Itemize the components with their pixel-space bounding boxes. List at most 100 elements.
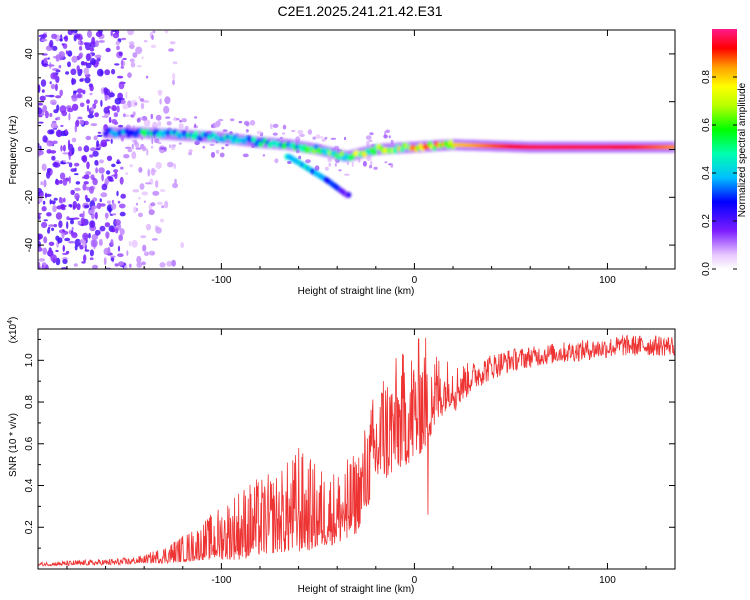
- spectrogram-noise-cell: [125, 91, 128, 100]
- spectrogram-noise-cell: [100, 99, 103, 107]
- spectrogram-noise-cell: [133, 206, 137, 214]
- spectrogram-noise-cell: [181, 118, 187, 123]
- spectrogram-ridge-cell: [251, 136, 257, 143]
- spectrogram-noise-cell: [147, 168, 151, 177]
- spectrogram-noise-cell: [114, 63, 120, 66]
- spectrogram-noise-cell: [117, 200, 121, 204]
- spectrogram-noise-cell: [172, 182, 179, 189]
- spectrogram-noise-cell: [172, 61, 178, 65]
- spectrogram-noise-cell: [112, 213, 117, 216]
- spectrogram-noise-cell: [41, 89, 45, 93]
- spectrogram-noise-cell: [110, 256, 115, 262]
- spectrogram-noise-cell: [131, 239, 138, 248]
- spectrogram-noise-cell: [173, 116, 176, 122]
- spectrogram-noise-cell: [93, 135, 98, 141]
- spectrogram-noise-cell: [87, 209, 95, 215]
- spectrogram-noise-cell: [74, 162, 80, 167]
- spectrogram-noise-cell: [71, 94, 78, 102]
- spectrogram-noise-cell: [169, 41, 176, 45]
- spectrogram-noise-cell: [89, 154, 94, 158]
- spectrogram-noise-cell: [145, 223, 152, 231]
- spectrogram-noise-cell: [101, 115, 109, 118]
- spectrogram-noise-cell: [77, 146, 82, 152]
- spectrogram-noise-cell: [119, 228, 125, 236]
- spectrogram-noise-cell: [48, 94, 55, 98]
- spectrogram-noise-cell: [120, 59, 124, 67]
- spectrogram-noise-cell: [62, 144, 66, 152]
- spectrogram-noise-cell: [123, 154, 130, 159]
- spectrogram-noise-cell: [76, 203, 81, 211]
- spectrogram-noise-cell: [65, 71, 70, 75]
- spectrogram-noise-cell: [171, 144, 176, 151]
- spectrogram-noise-cell: [44, 110, 49, 119]
- spectrogram-noise-cell: [113, 169, 119, 173]
- spectrogram-noise-cell: [112, 105, 117, 112]
- spectrogram-noise-cell: [58, 51, 65, 59]
- spectrogram-noise-cell: [90, 147, 97, 152]
- spectrogram-noise-cell: [388, 135, 391, 139]
- spectrogram-noise-cell: [132, 111, 136, 116]
- spectrogram-noise-cell: [118, 124, 123, 128]
- colorbar: 0.0 0.2 0.4 0.6 0.8 Normalized spectral ampl…: [701, 29, 748, 276]
- spectrogram-noise-cell: [111, 163, 116, 168]
- spectrogram-noise-cell: [97, 131, 102, 134]
- spectrogram-noise-cell: [98, 40, 105, 43]
- spectrogram-y-tick-label: 20: [24, 96, 35, 108]
- spectrogram-noise-cell: [105, 231, 110, 239]
- spectrogram-noise-cell: [40, 79, 47, 87]
- spectrogram-noise-cell: [194, 116, 198, 119]
- spectrogram-noise-cell: [71, 151, 74, 156]
- spectrogram-noise-cell: [59, 38, 63, 42]
- spectrogram-noise-cell: [188, 149, 193, 153]
- spectrogram-noise-cell: [49, 199, 52, 205]
- spectrogram-noise-cell: [56, 205, 63, 210]
- spectrogram-noise-cell: [155, 161, 162, 170]
- spectrogram-noise-cell: [225, 143, 229, 147]
- spectrogram-noise-cell: [99, 198, 102, 203]
- spectrogram-noise-cell: [319, 136, 324, 139]
- snr-x-tick-label: -100: [211, 575, 231, 586]
- spectrogram-noise-cell: [74, 173, 79, 176]
- spectrogram-noise-cell: [135, 147, 142, 150]
- spectrogram-noise-cell: [141, 56, 144, 60]
- spectrogram-noise-cell: [327, 157, 332, 163]
- spectrogram-noise-cell: [89, 257, 94, 261]
- spectrogram-noise-cell: [77, 220, 82, 226]
- spectrogram-noise-cell: [84, 204, 90, 209]
- spectrogram-noise-cell: [343, 136, 347, 141]
- spectrogram-noise-cell: [58, 197, 64, 204]
- spectrogram-noise-cell: [144, 251, 149, 257]
- spectrogram-noise-cell: [85, 61, 88, 65]
- spectrogram-noise-cell: [42, 200, 46, 205]
- spectrogram-noise-cell: [92, 264, 98, 269]
- spectrogram-noise-cell: [83, 254, 87, 262]
- spectrogram-noise-cell: [89, 186, 94, 194]
- spectrogram-noise-cell: [94, 112, 99, 118]
- spectrogram-noise-cell: [90, 123, 98, 127]
- spectrogram-noise-cell: [138, 212, 143, 218]
- spectrogram-x-axis: -100 0 100: [66, 30, 647, 286]
- spectrogram-noise-cell: [50, 72, 58, 80]
- spectrogram-noise-cell: [81, 261, 86, 264]
- snr-ylabel: SNR (10 * v/v): [8, 413, 19, 477]
- spectrogram-noise-cell: [156, 201, 163, 205]
- spectrogram-noise-cell: [85, 135, 92, 141]
- spectrogram-noise-cell: [71, 55, 78, 63]
- spectrogram-noise-cell: [125, 172, 129, 176]
- colorbar-label: Normalized spectral amplitude: [737, 82, 748, 217]
- spectrogram-noise-cell: [64, 35, 69, 42]
- spectrogram-noise-cell: [96, 140, 100, 148]
- spectrogram-noise-cell: [41, 59, 44, 67]
- spectrogram-noise-cell: [67, 50, 73, 57]
- spectrogram-noise-cell: [62, 178, 68, 186]
- spectrogram-noise-cell: [202, 145, 205, 149]
- spectrogram-noise-cell: [47, 226, 51, 230]
- spectrogram-noise-cell: [105, 170, 111, 175]
- spectrogram-noise-cell: [61, 230, 65, 239]
- spectrogram-noise-cell: [79, 78, 84, 83]
- spectrogram-noise-cell: [366, 156, 372, 161]
- spectrogram-noise-cell: [62, 258, 68, 264]
- spectrogram-noise-cell: [330, 137, 337, 140]
- spectrogram-noise-cell: [77, 116, 83, 120]
